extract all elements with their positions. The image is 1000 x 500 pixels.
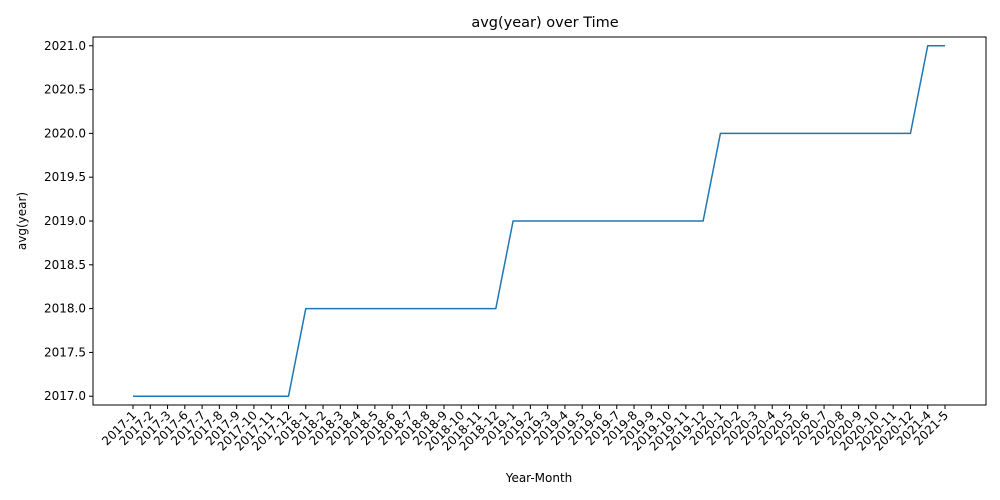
y-tick-label: 2018.0 [44,302,86,316]
y-tick-label: 2017.5 [44,345,86,359]
y-tick-label: 2018.5 [44,258,86,272]
y-tick-label: 2019.0 [44,214,86,228]
series-line [133,45,945,397]
y-tick-label: 2020.0 [44,126,86,140]
y-tick-label: 2019.5 [44,170,86,184]
y-tick-label: 2020.5 [44,83,86,97]
y-axis-label: avg(year) [15,192,29,250]
y-axis-ticks: 2017.0 2017.5 2018.0 2018.5 2019.0 2019.5 2020… [44,39,93,403]
y-tick-label: 2021.0 [44,39,86,53]
series-layer [133,45,945,397]
chart-title: avg(year) over Time [471,15,618,31]
x-axis-ticks: 2017-12017-22017-32017-62017-72017-82017… [99,405,951,454]
y-tick-label: 2017.0 [44,389,86,403]
x-axis-label: Year-Month [505,471,573,485]
plot-frame [92,36,987,406]
